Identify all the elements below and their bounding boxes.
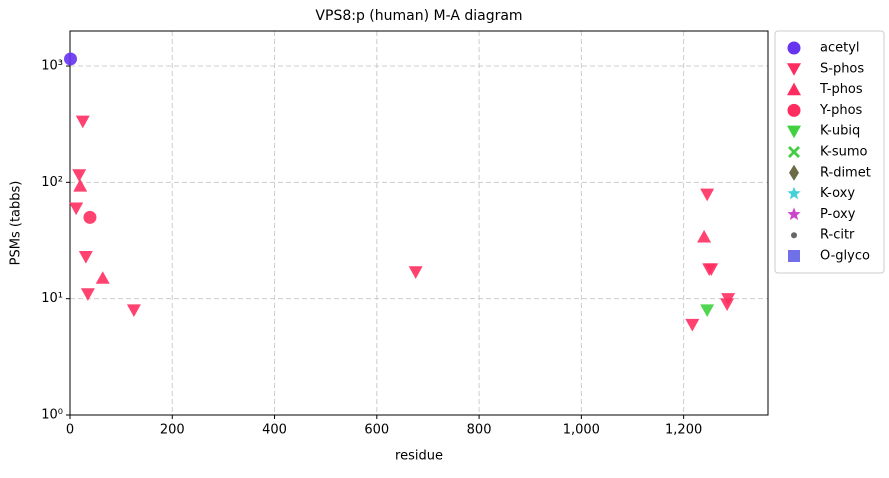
- x-tick-label: 0: [66, 423, 74, 438]
- point: [78, 250, 93, 264]
- legend-marker: [787, 82, 801, 96]
- y-tick-label: 10⁰: [41, 408, 63, 423]
- x-axis-label: residue: [395, 449, 443, 464]
- legend-label: S-phos: [820, 61, 864, 76]
- legend-label: Y-phos: [819, 103, 863, 118]
- x-tick-label: 1,000: [563, 423, 600, 438]
- point: [408, 266, 423, 279]
- point: [64, 52, 78, 66]
- chart-title: VPS8:p (human) M-A diagram: [315, 8, 522, 24]
- legend-label: R-citr: [820, 228, 855, 243]
- x-tick-label: 400: [262, 423, 287, 438]
- y-tick-label: 10²: [41, 175, 63, 190]
- legend-marker: [787, 186, 801, 200]
- legend-label: K-oxy: [820, 186, 855, 201]
- point: [69, 202, 84, 216]
- legend-label: K-sumo: [820, 145, 868, 160]
- point: [72, 169, 87, 182]
- legend-marker: [787, 63, 801, 76]
- point: [75, 115, 90, 129]
- legend-label: R-dimet: [820, 165, 871, 180]
- point: [700, 304, 715, 317]
- legend-marker: [788, 250, 800, 262]
- legend-marker: [791, 232, 797, 239]
- legend-label: K-ubiq: [820, 124, 860, 139]
- point: [720, 298, 735, 311]
- legend-box: [774, 30, 885, 274]
- point: [95, 271, 110, 284]
- point: [83, 210, 97, 224]
- point: [80, 288, 95, 301]
- legend-marker: [787, 125, 801, 139]
- point: [704, 263, 719, 276]
- legend-marker: [789, 164, 799, 181]
- point: [700, 188, 715, 202]
- y-tick-label: 10³: [41, 59, 63, 74]
- y-tick-label: 10¹: [41, 291, 63, 306]
- legend-label: T-phos: [819, 82, 863, 97]
- point: [73, 179, 88, 192]
- legend-label: O-glyco: [820, 249, 870, 264]
- point: [126, 304, 141, 317]
- point: [697, 229, 712, 243]
- legend-marker: [787, 41, 801, 55]
- legend-label: P-oxy: [820, 207, 856, 222]
- x-tick-label: 800: [467, 423, 492, 438]
- legend-marker: [787, 207, 801, 221]
- legend-label: acetyl: [820, 41, 860, 56]
- x-tick-label: 200: [160, 423, 185, 438]
- x-tick-label: 600: [364, 423, 389, 438]
- point: [685, 318, 700, 332]
- legend-marker: [787, 103, 801, 117]
- y-axis-label: PSMs (tabbs): [9, 181, 24, 266]
- plot-frame: [69, 30, 769, 416]
- legend-marker: [788, 146, 800, 158]
- x-tick-label: 1,200: [665, 423, 702, 438]
